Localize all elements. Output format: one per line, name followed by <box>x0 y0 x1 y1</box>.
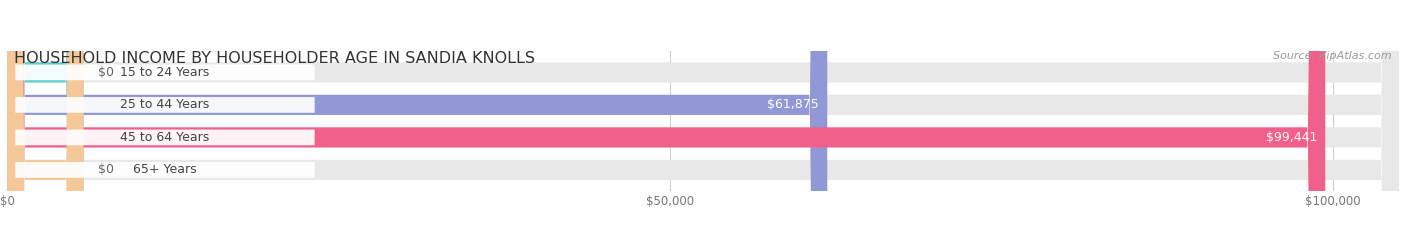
Text: 15 to 24 Years: 15 to 24 Years <box>121 66 209 79</box>
FancyBboxPatch shape <box>15 162 315 178</box>
Text: 25 to 44 Years: 25 to 44 Years <box>121 98 209 111</box>
Text: Source: ZipAtlas.com: Source: ZipAtlas.com <box>1274 51 1392 61</box>
FancyBboxPatch shape <box>7 0 1399 233</box>
FancyBboxPatch shape <box>15 130 315 145</box>
FancyBboxPatch shape <box>7 0 827 233</box>
Text: 65+ Years: 65+ Years <box>134 163 197 176</box>
FancyBboxPatch shape <box>7 0 1326 233</box>
FancyBboxPatch shape <box>7 0 83 233</box>
FancyBboxPatch shape <box>7 0 1399 233</box>
FancyBboxPatch shape <box>7 0 1399 233</box>
Text: 45 to 64 Years: 45 to 64 Years <box>121 131 209 144</box>
Text: $0: $0 <box>97 163 114 176</box>
Text: $61,875: $61,875 <box>768 98 818 111</box>
FancyBboxPatch shape <box>7 0 83 233</box>
FancyBboxPatch shape <box>15 65 315 80</box>
Text: $99,441: $99,441 <box>1265 131 1317 144</box>
Text: HOUSEHOLD INCOME BY HOUSEHOLDER AGE IN SANDIA KNOLLS: HOUSEHOLD INCOME BY HOUSEHOLDER AGE IN S… <box>14 51 536 66</box>
Text: $0: $0 <box>97 66 114 79</box>
FancyBboxPatch shape <box>7 0 1399 233</box>
FancyBboxPatch shape <box>15 97 315 113</box>
